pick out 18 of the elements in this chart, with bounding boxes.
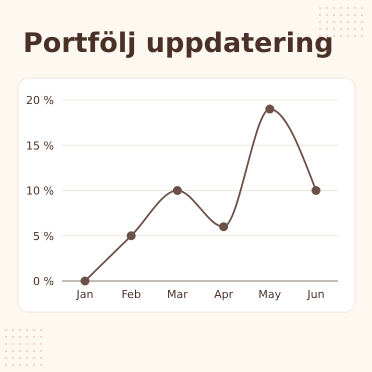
x-tick-label: Feb — [121, 288, 141, 301]
x-tick-label: Jun — [306, 288, 325, 301]
y-tick-label: 0 % — [33, 275, 54, 288]
point — [80, 276, 90, 286]
x-tick-label: Apr — [214, 288, 234, 301]
point — [172, 186, 182, 195]
point — [126, 231, 136, 240]
x-tick-label: Jan — [76, 288, 94, 301]
point — [219, 222, 228, 232]
point — [265, 104, 274, 114]
chart-title: Portfölj uppdatering — [23, 28, 334, 59]
y-tick-label: 20 % — [26, 94, 54, 107]
y-tick-label: 15 % — [26, 139, 54, 152]
x-tick-label: May — [258, 288, 282, 301]
y-tick-label: 10 % — [26, 184, 54, 198]
y-tick-label: 5 % — [33, 230, 54, 243]
point — [312, 186, 320, 195]
x-tick-label: Mar — [167, 288, 188, 301]
